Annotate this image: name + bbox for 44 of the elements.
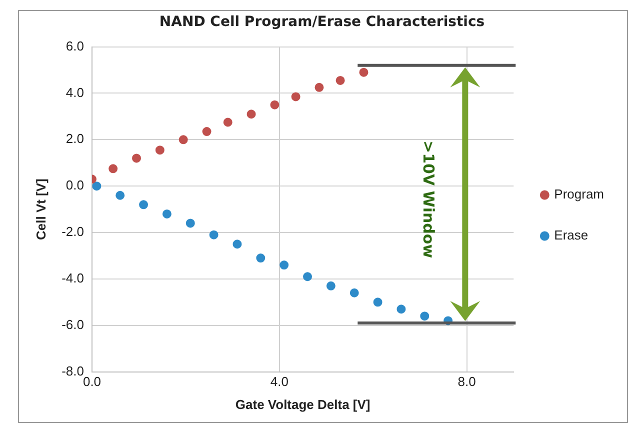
chart-title: NAND Cell Program/Erase Characteristics [159,14,485,30]
y-tick-label: 6.0 [66,38,84,54]
point [139,200,148,210]
point [209,230,218,240]
point [420,312,430,321]
legend-label: Program [554,186,604,202]
point [303,272,312,282]
point [350,288,359,298]
point [232,240,242,249]
point [256,254,266,263]
legend-label: Erase [554,228,588,243]
point [314,82,324,92]
point [155,146,164,155]
y-tick-label: 0.0 [66,178,84,193]
point [92,182,102,191]
point [132,154,142,163]
point [186,218,195,228]
point [223,118,232,127]
y-tick-label: 2.0 [66,131,84,146]
x-axis-title: Gate Voltage Delta [V] [235,396,370,412]
point [178,135,188,144]
point [280,260,289,270]
y-tick-label: -2.0 [62,224,84,240]
point [116,190,125,200]
point [326,281,336,290]
point [270,100,280,110]
y-tick-label: -8.0 [62,363,84,378]
x-tick-label: 8.0 [458,374,476,390]
y-tick-label: 4.0 [66,84,84,100]
annotation: >10V Window [419,140,438,258]
point [336,76,345,85]
y-tick-label: -4.0 [62,270,84,286]
point [359,68,368,77]
x-tick-label: 4.0 [270,374,288,390]
point [108,164,118,174]
point [291,92,300,102]
y-tick-label: -6.0 [62,316,84,332]
x-tick-label: 0.0 [82,374,102,390]
point [246,110,256,119]
point [162,209,172,218]
point [202,127,212,136]
y-axis-title: Cell Vt [V] [33,178,48,240]
point [373,298,382,307]
point [396,304,406,314]
